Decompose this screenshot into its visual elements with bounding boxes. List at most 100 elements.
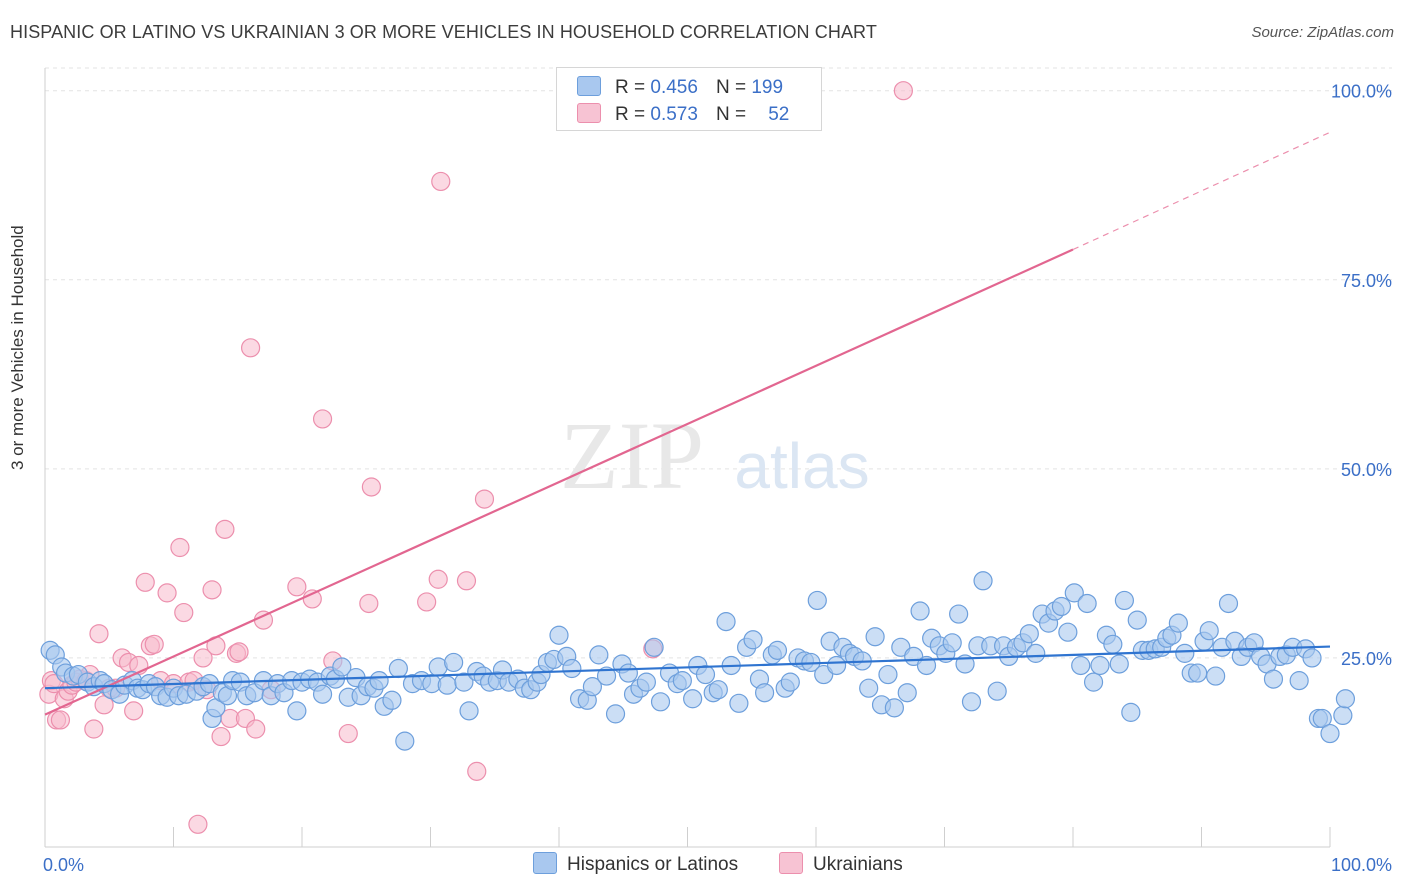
ukrainians-point: [144, 634, 164, 654]
hispanics-point: [589, 645, 609, 665]
hispanics-point: [1333, 705, 1353, 726]
hispanics-point: [454, 672, 474, 692]
hispanics-point: [1335, 689, 1356, 709]
ukrainians-point: [215, 519, 235, 539]
hispanics-point: [826, 655, 847, 676]
hispanics-point: [312, 684, 333, 704]
hispanics-point: [437, 675, 457, 695]
hispanics-point: [1206, 666, 1226, 686]
hispanics-point: [1077, 593, 1097, 614]
source-label: Source: ZipAtlas.com: [1251, 24, 1394, 41]
hispanics-point: [1026, 643, 1046, 663]
watermark: ZIP atlas: [560, 402, 870, 509]
tick-labels: 25.0% 50.0% 75.0% 100.0% 0.0% 100.0%: [43, 82, 1392, 875]
ukrainians-trend-extension: [1072, 131, 1331, 251]
ukrainians-point: [417, 592, 437, 612]
ukrainians-trend-line: [44, 248, 1074, 716]
hispanics-point: [1289, 671, 1309, 691]
hispanics-point: [395, 731, 415, 751]
hispanics-point: [1103, 634, 1123, 654]
ukrainians-point: [211, 726, 231, 747]
ukrainians-point: [893, 81, 913, 101]
hispanics-point: [1302, 648, 1322, 668]
hispanics-point: [369, 671, 389, 691]
ukrainians-point: [188, 814, 208, 834]
hispanics-point: [916, 655, 937, 676]
hispanics-point: [596, 666, 617, 686]
hispanics-point: [644, 637, 664, 657]
ukrainians-point: [202, 580, 222, 600]
hispanics-point: [884, 698, 904, 718]
y-tick-label: 75.0%: [1341, 271, 1392, 291]
hispanics-point: [1051, 596, 1072, 617]
hispanics-point: [650, 692, 671, 712]
legend-n-value-1: 199: [751, 77, 784, 98]
hispanics-point: [549, 625, 569, 645]
hispanics-point: [1121, 702, 1141, 722]
ukrainians-point: [431, 171, 451, 192]
hispanics-point: [859, 678, 879, 698]
hispanics-point: [636, 672, 656, 692]
legend-r-value-1: 0.456: [650, 77, 698, 98]
hispanics-point: [987, 681, 1007, 701]
hispanics-point: [961, 692, 982, 712]
legend-r-value-2: 0.573: [650, 104, 698, 125]
trend-lines: [44, 131, 1331, 716]
ukrainians-point: [135, 572, 155, 592]
legend-row-hispanics: R = 0.456 N = 199: [577, 76, 783, 99]
hispanics-point: [459, 701, 479, 721]
y-axis-label: 3 or more Vehicles in Household: [8, 225, 27, 470]
ukrainians-point: [312, 409, 333, 429]
hispanics-point: [942, 633, 962, 653]
legend-row-ukrainians: R = 0.573 N = 52: [577, 103, 789, 126]
bottom-legend-swatch-pink: [779, 852, 803, 874]
hispanics-point: [1312, 708, 1332, 729]
legend-r-label: R =: [615, 104, 646, 125]
ukrainians-point: [124, 701, 144, 721]
hispanics-point: [695, 664, 716, 685]
ukrainians-point: [174, 602, 194, 623]
ukrainians-point: [246, 719, 266, 739]
hispanics-point: [605, 704, 626, 724]
ukrainians-point: [84, 719, 104, 739]
hispanics-point: [1109, 654, 1129, 674]
ukrainians-point: [241, 338, 261, 358]
ukrainians-point: [89, 624, 109, 644]
hispanics-point: [1188, 663, 1208, 683]
grid-lines: [45, 67, 1392, 659]
hispanics-point: [683, 689, 703, 709]
hispanics-point: [332, 657, 352, 677]
hispanics-point: [1071, 655, 1091, 676]
y-tick-label: 100.0%: [1331, 82, 1392, 102]
watermark-zip: ZIP: [560, 402, 704, 509]
ukrainians-point: [338, 723, 358, 744]
x-tick-label: 100.0%: [1331, 855, 1392, 875]
ukrainians-point: [456, 571, 477, 591]
hispanics-point: [1127, 610, 1147, 630]
hispanics-point: [1058, 622, 1078, 642]
ukrainians-point: [428, 569, 448, 589]
hispanics-point: [910, 601, 930, 621]
hispanics-point: [444, 652, 464, 673]
legend-n-label: N =: [715, 77, 747, 98]
hispanics-point: [807, 590, 827, 611]
hispanics-point: [618, 663, 638, 683]
hispanics-point: [1019, 624, 1039, 644]
hispanics-point: [708, 680, 728, 700]
hispanics-point: [716, 612, 736, 632]
hispanics-trend-line: [44, 645, 1331, 690]
hispanics-points: [40, 571, 1356, 751]
hispanics-point: [1064, 583, 1084, 603]
hispanics-point: [1114, 590, 1135, 611]
legend-n-label: N =: [715, 104, 747, 125]
hispanics-point: [1218, 593, 1239, 614]
ukrainians-point: [50, 710, 71, 730]
hispanics-point: [767, 640, 788, 660]
hispanics-point: [1175, 643, 1195, 663]
hispanics-point: [1168, 613, 1188, 633]
ukrainians-point: [157, 583, 177, 603]
hispanics-point: [1320, 723, 1340, 744]
bottom-legend-label-hispanics: Hispanics or Latinos: [567, 854, 739, 875]
hispanics-point: [743, 630, 763, 650]
